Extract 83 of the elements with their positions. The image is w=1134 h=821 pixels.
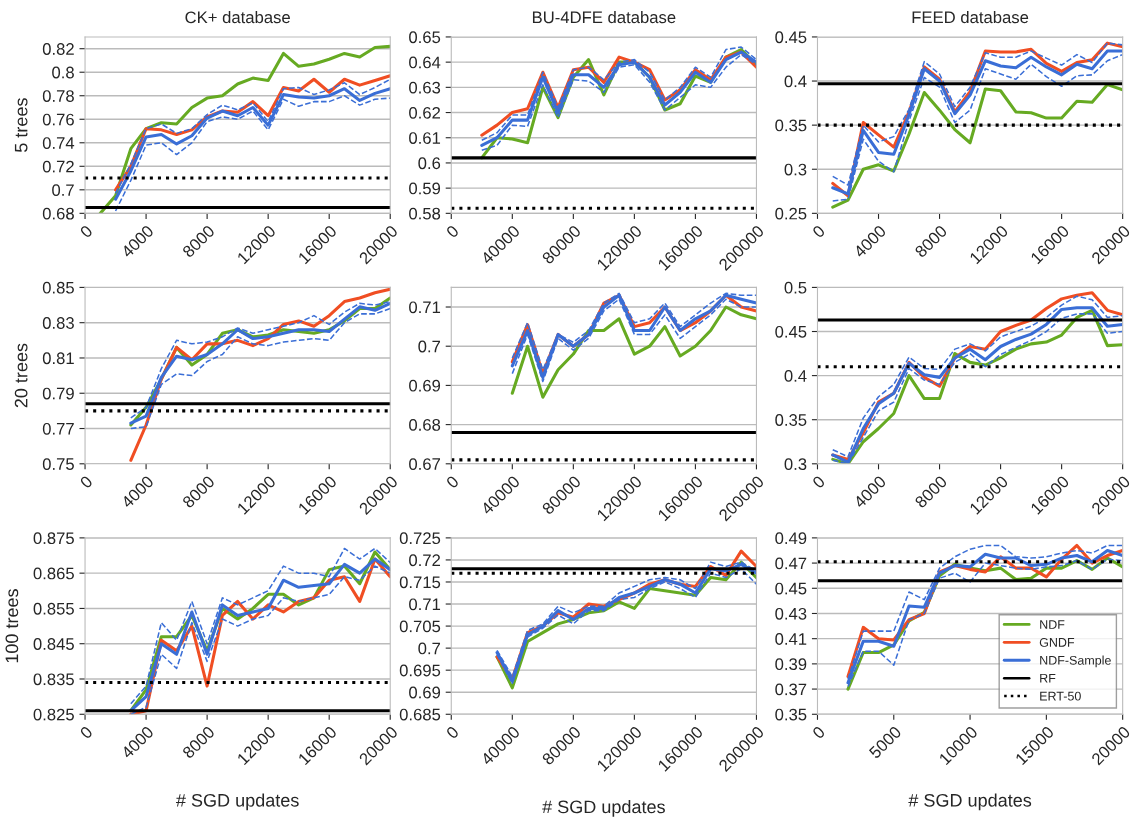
y-tick-label: 0.41 xyxy=(775,633,807,645)
y-tick-label: 0.69 xyxy=(409,686,441,699)
x-tick-label: 0 xyxy=(445,725,460,740)
y-tick-label: 0.695 xyxy=(399,664,441,677)
y-tick-label: 0.3 xyxy=(784,163,807,176)
y-tick-label: 0.71 xyxy=(409,598,441,611)
y-axis-title: 20 trees xyxy=(14,343,28,408)
y-tick-label: 0.45 xyxy=(775,31,807,44)
x-tick-label: 0 xyxy=(79,224,94,239)
y-tick-label: 0.45 xyxy=(775,325,807,338)
y-tick-label: 0.845 xyxy=(33,638,74,650)
x-tick-label: 0 xyxy=(79,725,94,740)
y-tick-label: 0.77 xyxy=(42,422,74,435)
y-tick-label: 0.67 xyxy=(409,458,441,470)
y-tick-label: 0.7 xyxy=(52,184,74,197)
y-tick-label: 0.37 xyxy=(775,683,807,696)
y-tick-label: 0.5 xyxy=(784,281,807,294)
x-tick-label: 0 xyxy=(79,474,94,489)
y-tick-label: 0.705 xyxy=(399,620,441,633)
y-tick-label: 0.3 xyxy=(784,458,807,470)
x-axis-title: # SGD updates xyxy=(908,793,1032,811)
y-tick-label: 0.7 xyxy=(418,642,441,655)
y-tick-label: 0.35 xyxy=(775,414,807,426)
y-tick-label: 0.69 xyxy=(409,379,441,392)
y-tick-label: 0.68 xyxy=(409,419,441,431)
y-tick-label: 0.59 xyxy=(409,182,441,195)
legend-label: GNDF xyxy=(1039,637,1075,647)
y-tick-label: 0.35 xyxy=(775,708,807,721)
y-tick-label: 0.64 xyxy=(409,56,441,69)
legend-label: NDF-Sample xyxy=(1040,655,1111,668)
y-tick-label: 0.65 xyxy=(409,31,441,44)
y-tick-label: 0.865 xyxy=(33,567,74,580)
y-tick-label: 0.78 xyxy=(42,90,74,102)
y-axis-title: 5 trees xyxy=(14,98,28,153)
y-tick-label: 0.7 xyxy=(418,340,441,353)
y-tick-label: 0.82 xyxy=(42,43,74,55)
y-tick-label: 0.855 xyxy=(33,602,74,615)
y-tick-label: 0.715 xyxy=(399,576,441,589)
y-tick-label: 0.43 xyxy=(775,607,807,620)
y-tick-label: 0.72 xyxy=(409,554,441,567)
chart-title: BU-4DFE database xyxy=(532,10,676,24)
y-tick-label: 0.75 xyxy=(42,458,74,470)
y-tick-label: 0.725 xyxy=(399,532,441,545)
y-tick-label: 0.825 xyxy=(33,708,74,721)
y-tick-label: 0.62 xyxy=(409,106,441,119)
y-tick-label: 0.47 xyxy=(775,557,807,570)
y-tick-label: 0.875 xyxy=(33,532,74,545)
y-tick-label: 0.72 xyxy=(42,160,74,173)
legend-label: NDF xyxy=(1040,620,1065,629)
x-tick-label: 0 xyxy=(811,224,826,239)
x-tick-label: 0 xyxy=(445,224,460,239)
y-tick-label: 0.61 xyxy=(409,132,441,144)
x-axis-title: # SGD updates xyxy=(176,793,299,811)
y-tick-label: 0.35 xyxy=(775,119,807,132)
y-tick-label: 0.685 xyxy=(399,708,441,721)
y-tick-label: 0.8 xyxy=(52,66,74,79)
y-axis-title: 100 trees xyxy=(5,589,19,663)
y-tick-label: 0.4 xyxy=(784,75,807,88)
chart-title: FEED database xyxy=(912,10,1029,24)
y-tick-label: 0.58 xyxy=(409,207,441,220)
x-axis-title: # SGD updates xyxy=(542,799,665,817)
x-tick-label: 0 xyxy=(445,474,460,489)
y-tick-label: 0.71 xyxy=(409,301,441,314)
y-tick-label: 0.4 xyxy=(784,370,807,382)
legend-label: RF xyxy=(1040,673,1056,683)
x-tick-label: 0 xyxy=(811,725,826,740)
y-tick-label: 0.25 xyxy=(775,207,807,220)
y-tick-label: 0.63 xyxy=(409,81,441,94)
y-tick-label: 0.79 xyxy=(42,387,74,400)
y-tick-label: 0.45 xyxy=(775,582,807,595)
y-tick-label: 0.49 xyxy=(775,532,807,545)
y-tick-label: 0.81 xyxy=(42,352,74,365)
y-tick-label: 0.76 xyxy=(42,113,74,126)
y-tick-label: 0.6 xyxy=(418,157,441,170)
legend-label: ERT-50 xyxy=(1040,691,1081,701)
y-tick-label: 0.83 xyxy=(42,317,74,329)
y-tick-label: 0.835 xyxy=(33,673,74,686)
y-tick-label: 0.39 xyxy=(775,658,807,671)
x-tick-label: 0 xyxy=(811,474,826,489)
y-tick-label: 0.74 xyxy=(42,137,75,149)
chart-title: CK+ database xyxy=(185,10,290,24)
y-tick-label: 0.85 xyxy=(42,281,74,294)
y-tick-label: 0.68 xyxy=(42,207,74,220)
